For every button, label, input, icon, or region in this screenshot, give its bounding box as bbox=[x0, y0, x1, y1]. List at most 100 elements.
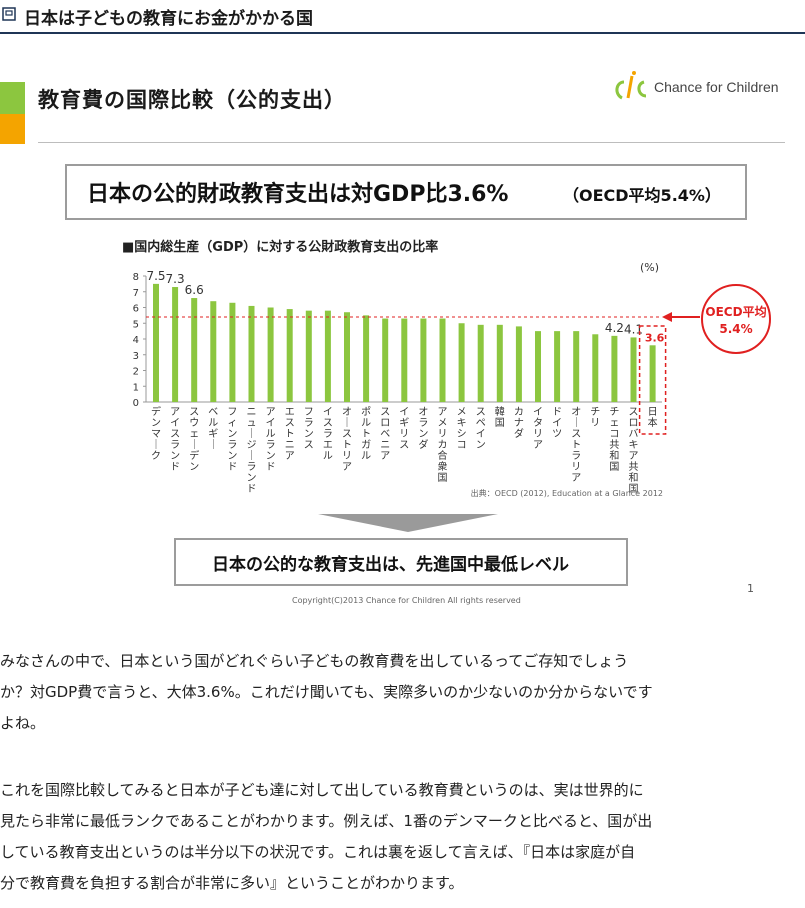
bar bbox=[153, 283, 159, 402]
bar bbox=[210, 301, 217, 402]
bar bbox=[248, 305, 255, 402]
data-label: 4.2 bbox=[605, 321, 624, 335]
paragraph-line: みなさんの中で、日本という国がどれぐらい子どもの教育費を出しているってご存知でし… bbox=[0, 652, 629, 670]
paragraph-line: 見たら非常に最低ランクであることがわかります。例えば、1番のデンマークと比べると… bbox=[0, 812, 653, 830]
conclusion-text: 日本の公的な教育支出は、先進国中最低レベル bbox=[212, 555, 569, 575]
slide-page-number: 1 bbox=[747, 582, 754, 595]
x-tick-label: オ｜ストリア bbox=[342, 406, 352, 473]
title-accent-green bbox=[0, 82, 25, 114]
x-tick-label: フランス bbox=[304, 407, 314, 451]
article-paragraph-1: みなさんの中で、日本という国がどれぐらい子どもの教育費を出しているってご存知でし… bbox=[0, 646, 800, 739]
x-tick-label: アイルランド bbox=[266, 407, 276, 473]
bar-chart: ■国内総生産（GDP）に対する公財政教育支出の比率 (%) 0 1 2 3 4 5 6 7 8 デンマ… bbox=[122, 239, 771, 498]
paragraph-line: よね。 bbox=[0, 714, 46, 732]
x-tick-label: アイスランド bbox=[170, 407, 180, 473]
x-tick-label: デンマ｜ク bbox=[151, 405, 161, 462]
x-tick-label: スロバキア共和国 bbox=[629, 407, 639, 495]
oecd-callout-value: 5.4% bbox=[719, 322, 752, 336]
article-paragraph-2: これを国際比較してみると日本が子ども達に対して出している教育費というのは、実は世… bbox=[0, 775, 800, 899]
bar bbox=[324, 310, 331, 402]
y-tick-label: 4 bbox=[133, 335, 139, 346]
headline: 日本の公的財政教育支出は対GDP比3.6% bbox=[87, 182, 509, 207]
bar bbox=[477, 324, 484, 402]
paragraph-line: これを国際比較してみると日本が子ども達に対して出している教育費というのは、実は世… bbox=[0, 781, 644, 799]
copyright: Copyright(C)2013 Chance for Children All… bbox=[292, 596, 521, 605]
paragraph-line: か？対GDP費で言うと、大体3.6%。これだけ聞いても、実際多いのか少ないのか分… bbox=[0, 683, 653, 701]
callout-arrow-head bbox=[662, 311, 672, 322]
bar bbox=[515, 326, 522, 402]
document-icon bbox=[2, 7, 16, 21]
y-tick-label: 8 bbox=[133, 272, 139, 283]
down-arrow-icon bbox=[318, 514, 498, 532]
x-tick-label: フィンランド bbox=[227, 407, 237, 473]
logo-text: Chance for Children bbox=[654, 79, 779, 95]
slide-title: 教育費の国際比較（公的支出） bbox=[38, 88, 346, 112]
x-tick-label: 日本 bbox=[648, 407, 658, 429]
slide-image: 教育費の国際比較（公的支出） Chance for Children 日本の公的… bbox=[0, 60, 805, 610]
conclusion-box: 日本の公的な教育支出は、先進国中最低レベル bbox=[174, 538, 628, 586]
data-label: 6.6 bbox=[185, 283, 204, 297]
chance-for-children-logo: Chance for Children bbox=[612, 68, 792, 108]
bar bbox=[286, 309, 293, 402]
y-tick-label: 1 bbox=[133, 382, 139, 393]
x-tick-label: ポルトガル bbox=[361, 406, 371, 462]
title-accent-orange bbox=[0, 114, 25, 144]
headline-box: 日本の公的財政教育支出は対GDP比3.6% （OECD平均5.4%） bbox=[65, 164, 747, 220]
data-label: 7.5 bbox=[146, 269, 165, 283]
x-tick-label: イタリア bbox=[533, 407, 543, 451]
page-title: 日本は子どもの教育にお金がかかる国 bbox=[24, 9, 313, 29]
bar bbox=[592, 334, 599, 402]
bar bbox=[401, 318, 408, 402]
bar bbox=[172, 287, 179, 402]
x-tick-label: オランダ bbox=[418, 406, 428, 451]
bar bbox=[458, 323, 465, 402]
x-tick-label: ニュ｜ジ｜ランド bbox=[247, 407, 257, 495]
paragraph-line: している教育支出というのは半分以下の状況です。これは裏を返して言えば、『日本は家… bbox=[0, 843, 636, 861]
bar bbox=[630, 337, 637, 402]
y-tick-label: 5 bbox=[133, 319, 139, 330]
bar bbox=[573, 331, 580, 402]
x-tick-label: チリ bbox=[590, 406, 600, 429]
chart-source: 出典：OECD (2012), Education at a Glance 20… bbox=[471, 488, 663, 498]
x-tick-label: アメリカ合衆国 bbox=[438, 407, 448, 484]
paragraph-line: 分で教育費を負担する割合が非常に多い』ということがわかります。 bbox=[0, 874, 464, 892]
data-label: 3.6 bbox=[645, 331, 665, 344]
bar bbox=[363, 315, 370, 402]
logo-mark-icon bbox=[615, 71, 647, 100]
x-tick-label: スウェ｜デン bbox=[189, 407, 199, 473]
bar bbox=[496, 324, 503, 402]
oecd-callout-circle bbox=[701, 283, 771, 354]
bar bbox=[611, 335, 618, 402]
x-tick-label: メキシコ bbox=[457, 407, 467, 451]
slide-title-rule bbox=[38, 142, 785, 143]
x-tick-label: イギリス bbox=[399, 407, 409, 451]
x-tick-label: エストニア bbox=[285, 407, 295, 462]
bar bbox=[267, 307, 274, 402]
oecd-callout-label: OECD平均 bbox=[705, 304, 766, 319]
headline-sub: （OECD平均5.4%） bbox=[563, 186, 721, 205]
x-tick-label: オ｜ストラリア bbox=[571, 406, 581, 484]
x-tick-label: イスラエル bbox=[323, 407, 333, 462]
data-label: 7.3 bbox=[166, 272, 185, 286]
x-tick-label: 韓国 bbox=[495, 406, 505, 429]
bar bbox=[439, 318, 446, 402]
highlight-box bbox=[638, 325, 667, 435]
y-tick-label: 2 bbox=[133, 367, 139, 378]
y-tick-label: 7 bbox=[133, 288, 139, 299]
y-tick-label: 0 bbox=[133, 398, 139, 409]
bar bbox=[554, 331, 561, 402]
x-tick-label: チェコ共和国 bbox=[609, 406, 619, 473]
x-tick-label: ドイツ bbox=[552, 407, 562, 440]
y-tick-label: 3 bbox=[133, 351, 139, 362]
bar bbox=[382, 318, 389, 402]
chart-unit-label: (%) bbox=[640, 261, 659, 274]
y-tick-label: 6 bbox=[133, 304, 139, 315]
bar bbox=[191, 298, 198, 402]
x-tick-label: スロベニア bbox=[380, 407, 390, 462]
bar bbox=[649, 345, 656, 402]
data-label: 4.1 bbox=[624, 322, 643, 336]
bar bbox=[420, 318, 427, 402]
bar bbox=[344, 312, 350, 402]
x-tick-label: カナダ bbox=[514, 406, 524, 440]
bar bbox=[305, 310, 312, 402]
